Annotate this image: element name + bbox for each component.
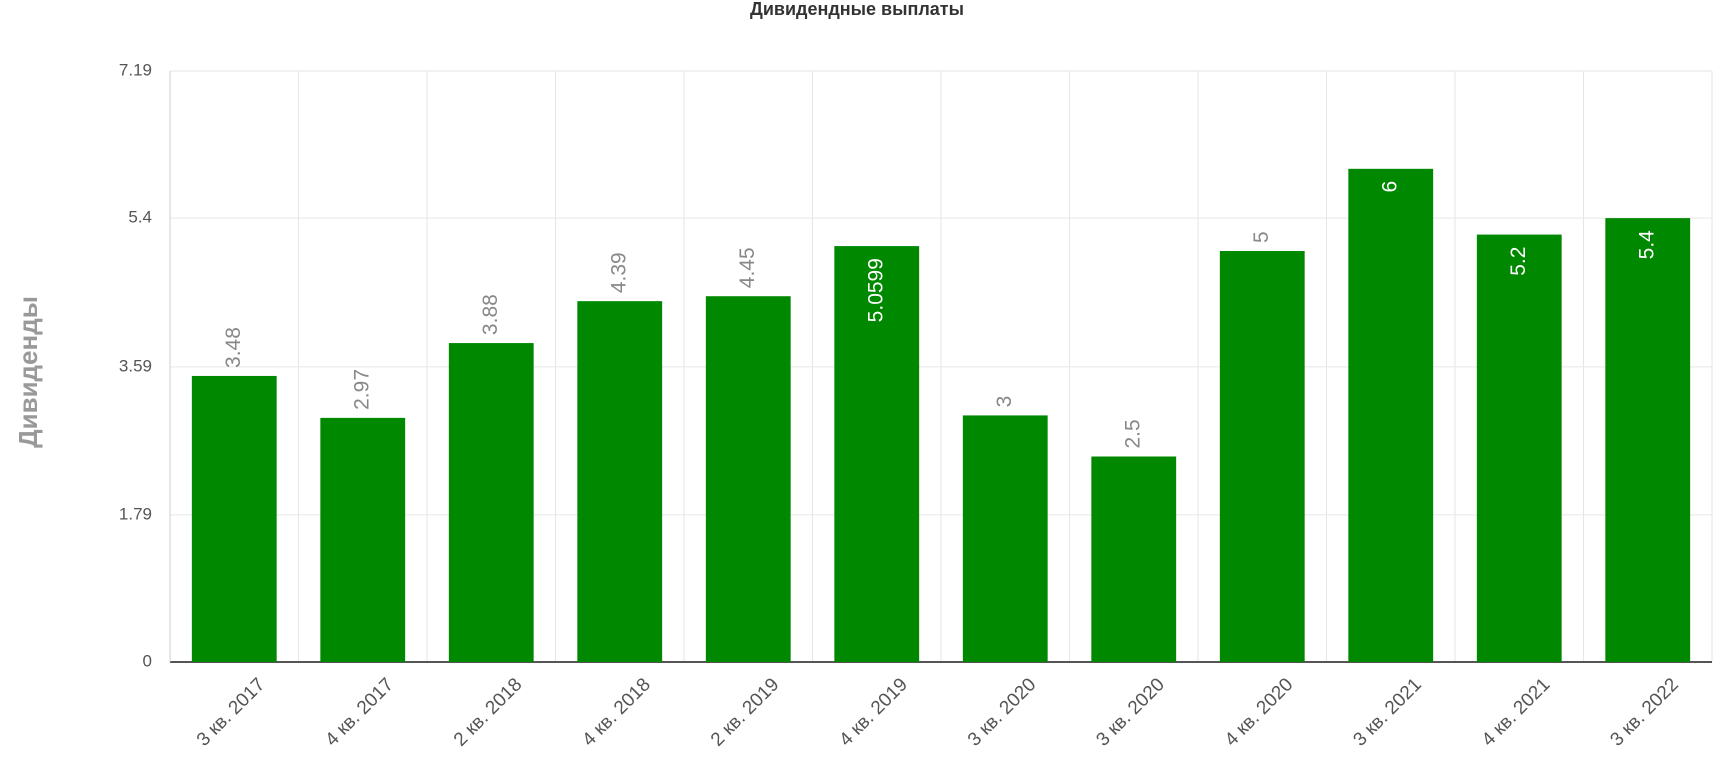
y-tick-label: 1.79 <box>119 504 152 523</box>
data-label: 4.39 <box>607 252 630 293</box>
bar <box>448 343 534 662</box>
data-label: 2.5 <box>1121 419 1144 448</box>
x-tick-label: 3 кв. 2020 <box>1092 674 1168 750</box>
data-label: 5 <box>1250 231 1273 243</box>
x-tick-label: 4 кв. 2021 <box>1478 674 1554 750</box>
bar <box>577 301 663 662</box>
x-tick-label: 3 кв. 2021 <box>1349 674 1425 750</box>
x-tick-label: 2 кв. 2018 <box>450 674 526 750</box>
y-tick-label: 5.4 <box>128 208 152 227</box>
data-label: 3.88 <box>479 294 502 335</box>
data-label: 6 <box>1378 181 1401 193</box>
y-tick-label: 3.59 <box>119 356 152 375</box>
bar <box>962 415 1048 662</box>
data-label: 3.48 <box>222 327 245 368</box>
x-tick-label: 3 кв. 2022 <box>1606 674 1682 750</box>
data-label: 4.45 <box>736 247 759 288</box>
y-tick-label: 0 <box>143 651 152 670</box>
data-label: 5.0599 <box>864 258 887 322</box>
bar <box>1605 218 1691 662</box>
x-tick-label: 3 кв. 2020 <box>964 674 1040 750</box>
chart-title: Дивидендные выплаты <box>750 0 964 19</box>
x-tick-label: 4 кв. 2020 <box>1221 674 1297 750</box>
bar <box>1348 168 1434 663</box>
x-tick-label: 2 кв. 2019 <box>707 674 783 750</box>
bar <box>320 417 406 662</box>
data-label: 3 <box>993 396 1016 408</box>
x-tick-label: 4 кв. 2017 <box>321 674 397 750</box>
bar <box>191 375 277 662</box>
data-label: 2.97 <box>350 369 373 410</box>
x-tick-label: 4 кв. 2019 <box>835 674 911 750</box>
bar <box>1091 456 1177 662</box>
bar <box>834 246 920 663</box>
bar <box>705 296 791 662</box>
x-tick-label: 4 кв. 2018 <box>578 674 654 750</box>
y-axis-title: Дивиденды <box>13 296 43 448</box>
data-label: 5.4 <box>1635 230 1658 260</box>
x-tick-label: 3 кв. 2017 <box>193 674 269 750</box>
bar <box>1219 251 1305 662</box>
y-tick-label: 7.19 <box>119 60 152 79</box>
bar <box>1476 234 1562 663</box>
data-label: 5.2 <box>1507 247 1530 276</box>
